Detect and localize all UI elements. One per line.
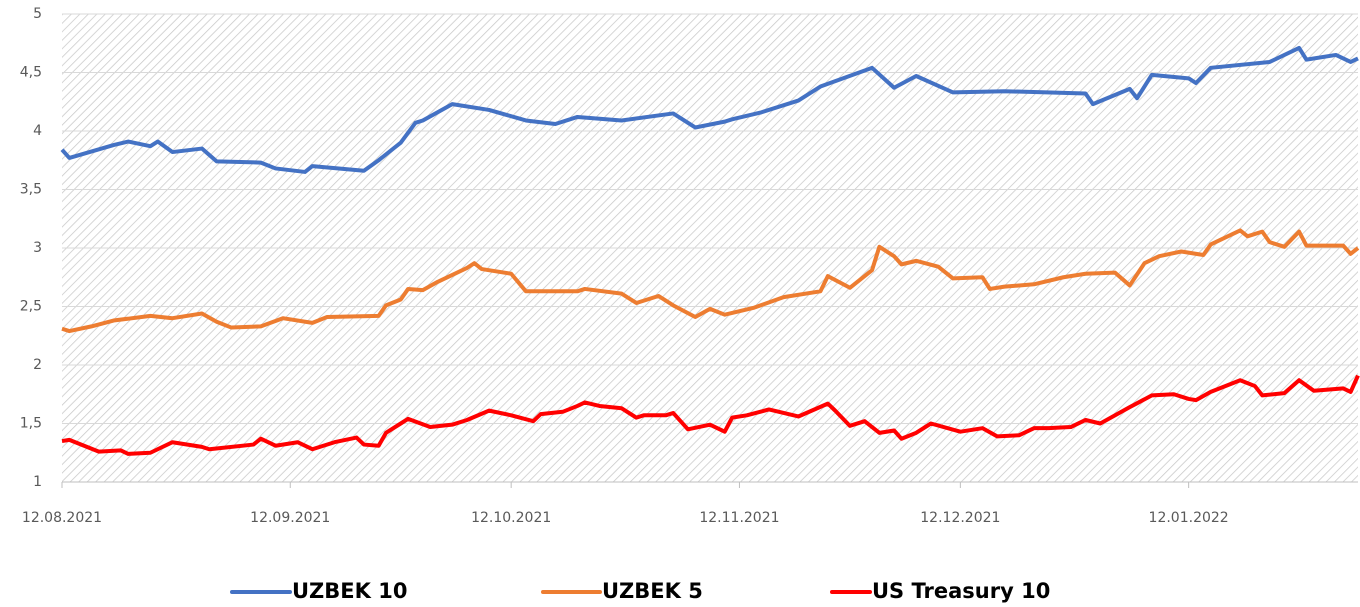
x-tick-label: 12.08.2021 — [22, 510, 102, 526]
series-line — [61, 374, 1360, 456]
x-tick-label: 12.10.2021 — [471, 510, 551, 526]
x-tick-label: 12.12.2021 — [920, 510, 1000, 526]
series-line — [60, 45, 1359, 174]
y-tick-label: 3,5 — [20, 182, 42, 198]
y-tick-label: 2 — [33, 357, 42, 373]
x-tick-label: 12.09.2021 — [250, 510, 330, 526]
x-tick-label: 12.11.2021 — [699, 510, 779, 526]
y-tick-label: 4,5 — [20, 65, 42, 81]
y-tick-label: 3 — [33, 240, 42, 256]
series-line — [61, 228, 1360, 334]
y-tick-label: 1 — [33, 474, 42, 490]
legend-label: UZBEK 10 — [292, 579, 407, 603]
legend-label: UZBEK 5 — [602, 579, 703, 603]
legend-label: US Treasury 10 — [872, 579, 1050, 603]
y-tick-label: 1,5 — [20, 416, 42, 432]
x-tick-label: 12.01.2022 — [1149, 510, 1229, 526]
y-tick-label: 5 — [33, 6, 42, 22]
y-tick-label: 2,5 — [20, 299, 42, 315]
y-tick-label: 4 — [33, 123, 42, 139]
